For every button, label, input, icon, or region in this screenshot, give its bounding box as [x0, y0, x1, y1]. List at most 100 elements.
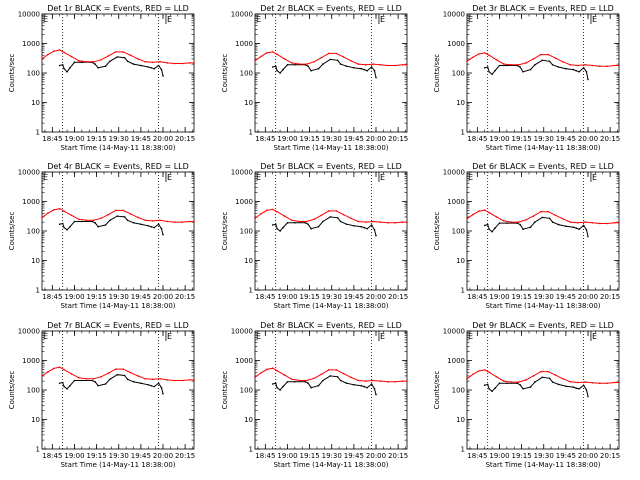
data-point-lld [107, 372, 110, 375]
data-point-events [63, 67, 65, 70]
panel-title: Det 9r BLACK = Events, RED = LLD [472, 321, 614, 330]
data-point-lld [313, 218, 315, 221]
x-tick-label: 19:15 [87, 293, 107, 301]
data-point-events [150, 225, 152, 228]
data-point-lld [100, 217, 102, 220]
data-point-lld [53, 367, 55, 370]
x-tick-label: 20:15 [600, 293, 620, 301]
x-axis-label: Start Time (14-May-11 18:38:00) [485, 302, 600, 310]
data-point-events [282, 68, 284, 71]
plot-frame [41, 13, 195, 133]
x-tick-label: 18:45 [42, 452, 62, 460]
data-point-events [529, 386, 532, 388]
data-point-events [353, 225, 355, 227]
data-point-lld [335, 369, 338, 371]
x-tick-label: 19:00 [489, 452, 509, 460]
data-point-lld [129, 54, 132, 56]
x-tick-label: 20:00 [578, 135, 598, 143]
data-point-lld [357, 220, 360, 223]
data-point-lld [517, 221, 520, 223]
data-point-lld [100, 376, 102, 378]
x-tick-label: 19:45 [131, 293, 151, 301]
data-point-lld [540, 53, 542, 56]
data-point-lld [188, 62, 191, 64]
data-point-events [276, 69, 278, 72]
data-point-lld [254, 376, 256, 379]
data-point-lld [387, 64, 389, 67]
data-point-events [522, 388, 524, 390]
data-point-lld [532, 375, 535, 377]
data-point-lld [193, 62, 195, 64]
data-point-lld [92, 219, 95, 222]
data-point-events [572, 386, 575, 388]
data-point-lld [532, 215, 535, 217]
data-point-events [548, 377, 551, 380]
data-point-lld [364, 221, 367, 223]
data-point-events [69, 384, 71, 387]
data-point-events [534, 221, 536, 223]
data-point-events [541, 376, 544, 379]
x-tick-label: 20:00 [578, 452, 598, 460]
data-point-lld [70, 55, 73, 58]
y-tick-label: 10 [31, 257, 40, 265]
x-axis-label: Start Time (14-May-11 18:38:00) [273, 144, 388, 152]
y-tick-label: 100 [240, 70, 253, 78]
data-point-events [94, 63, 96, 65]
data-point-events [363, 68, 366, 71]
x-tick-label: 20:15 [388, 452, 408, 460]
data-point-lld [406, 380, 408, 382]
series-line-events [272, 58, 377, 78]
data-point-events [162, 233, 164, 236]
x-tick-label: 19:15 [87, 135, 107, 143]
x-axis-label: Start Time (14-May-11 18:38:00) [485, 461, 600, 469]
x-tick-label: 19:00 [64, 293, 84, 301]
data-point-events [123, 216, 126, 218]
data-point-lld [584, 221, 586, 223]
data-point-lld [618, 222, 620, 224]
data-point-events [97, 225, 99, 228]
data-point-lld [181, 379, 183, 382]
y-tick-label: 100 [27, 70, 40, 78]
data-point-events [370, 224, 373, 226]
data-point-events [304, 381, 307, 383]
data-point-events [286, 64, 289, 66]
x-tick-label: 20:00 [153, 452, 173, 460]
data-point-lld [576, 381, 579, 384]
data-point-events [116, 56, 119, 58]
data-point-events [360, 225, 363, 228]
data-point-events [157, 64, 160, 67]
data-point-events [522, 228, 524, 230]
data-point-lld [495, 59, 498, 61]
data-point-lld [276, 369, 278, 372]
data-point-events [73, 61, 76, 64]
x-axis-label: Start Time (14-May-11 18:38:00) [273, 302, 388, 310]
x-tick-label: 19:15 [300, 452, 320, 460]
data-point-lld [266, 209, 268, 212]
data-point-events [160, 386, 163, 389]
data-point-lld [260, 372, 262, 374]
data-point-lld [606, 382, 608, 385]
y-tick-label: 10 [31, 416, 40, 424]
data-point-lld [350, 60, 352, 62]
data-point-events [534, 64, 536, 66]
data-point-lld [254, 217, 256, 220]
data-point-events [345, 223, 348, 225]
y-tick-label: 10 [244, 416, 253, 424]
data-point-lld [394, 222, 397, 224]
data-point-events [322, 379, 324, 382]
data-point-lld [58, 366, 61, 369]
data-point-lld [115, 209, 117, 212]
x-axis-label: Start Time (14-May-11 18:38:00) [273, 461, 388, 469]
x-tick-label: 18:45 [467, 452, 487, 460]
data-point-events [373, 229, 376, 231]
data-point-events [132, 63, 135, 65]
data-point-lld [313, 61, 315, 63]
data-point-events [126, 60, 129, 63]
flag-label: E [380, 173, 385, 182]
data-point-lld [115, 368, 117, 370]
flag-label: E [43, 332, 48, 341]
data-point-events [585, 389, 588, 391]
data-point-lld [78, 218, 80, 221]
y-tick-label: 10000 [231, 169, 253, 177]
data-point-events [548, 217, 551, 220]
